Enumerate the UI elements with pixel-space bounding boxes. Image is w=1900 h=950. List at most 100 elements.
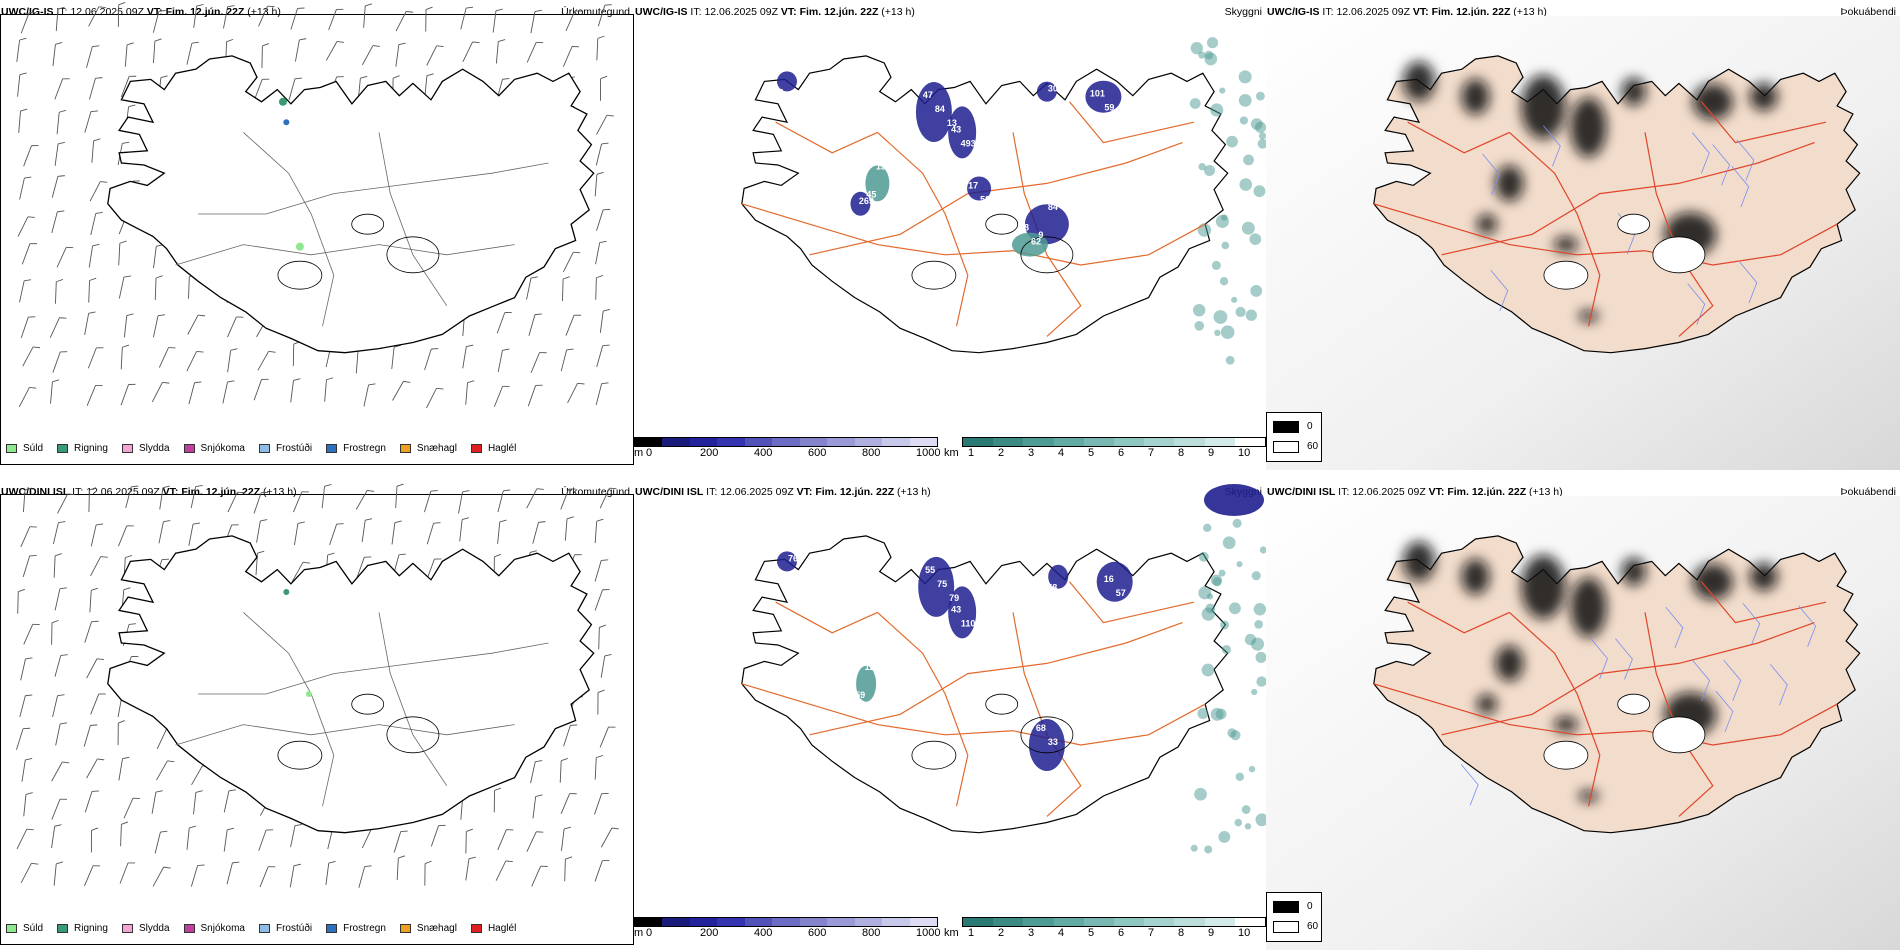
ceiling-value-label: 9 bbox=[978, 590, 983, 600]
cloud-cell bbox=[1255, 651, 1266, 663]
colorbar-segment bbox=[635, 918, 663, 926]
colorbar-segment bbox=[1023, 438, 1054, 446]
cloud-cell bbox=[1243, 154, 1254, 166]
ceiling-tick: 0 bbox=[646, 447, 653, 459]
wind-barb bbox=[53, 863, 57, 886]
cloud-cell bbox=[1254, 620, 1264, 629]
river-line bbox=[1692, 659, 1710, 702]
wind-barb bbox=[118, 525, 128, 547]
colorbar-segment bbox=[993, 438, 1024, 446]
ceiling-tick: 200 bbox=[700, 927, 719, 939]
fog-map-top bbox=[1266, 16, 1900, 470]
precip-blob-drizzle bbox=[295, 242, 304, 251]
wind-barb-flag bbox=[262, 43, 270, 47]
cloud-cell bbox=[915, 82, 952, 142]
wind-barb bbox=[321, 486, 326, 509]
fog-patch bbox=[1621, 557, 1646, 586]
legend-label: Frostúði bbox=[275, 923, 313, 934]
wind-barb bbox=[324, 379, 327, 402]
wind-barb-flag bbox=[126, 313, 134, 317]
cloud-cell bbox=[948, 586, 977, 639]
road-line bbox=[198, 642, 549, 695]
cloud-cell bbox=[1085, 80, 1122, 113]
cloud-cell bbox=[1254, 121, 1266, 133]
wind-barb-flag bbox=[155, 790, 163, 793]
wind-barb bbox=[188, 382, 195, 405]
wind-barb bbox=[156, 760, 168, 781]
wind-barb bbox=[51, 176, 59, 198]
wind-barb bbox=[151, 382, 163, 403]
wind-barb bbox=[55, 723, 61, 746]
wind-barb bbox=[363, 5, 366, 28]
ceiling-value-label: 76 bbox=[788, 553, 798, 563]
visibility-tick: 9 bbox=[1208, 447, 1215, 459]
wind-barb-flag bbox=[122, 756, 130, 760]
legend-swatch bbox=[121, 444, 133, 453]
wind-barb-flag bbox=[19, 72, 27, 76]
cloud-cell bbox=[1215, 214, 1229, 228]
wind-barb bbox=[560, 349, 568, 372]
river-line bbox=[1482, 153, 1500, 195]
wind-barb-flag bbox=[563, 826, 571, 830]
wind-barb bbox=[18, 110, 21, 133]
wind-barb-flag bbox=[24, 487, 32, 491]
ceiling-value-label: 136 bbox=[876, 161, 891, 171]
wind-barb bbox=[290, 380, 294, 403]
wind-barb bbox=[596, 345, 604, 367]
wind-barb bbox=[496, 312, 506, 334]
wind-barb-flag bbox=[426, 73, 434, 77]
ceiling-value-label: 493 bbox=[961, 138, 976, 148]
wind-barb bbox=[563, 251, 574, 273]
ceiling-value-label: 79 bbox=[949, 593, 959, 603]
cloud-cell bbox=[1230, 730, 1241, 741]
wind-barb-flag bbox=[89, 277, 97, 281]
ceiling-value-label: 13 bbox=[879, 676, 889, 686]
vt-value: Fim. 12.jún. 22Z bbox=[1431, 6, 1511, 18]
wind-barb bbox=[84, 313, 90, 336]
wind-barb bbox=[361, 828, 373, 849]
wind-barb-flag bbox=[562, 276, 570, 280]
wind-barb-flag bbox=[392, 75, 400, 79]
wind-barb bbox=[596, 209, 604, 231]
road-network bbox=[741, 581, 1206, 817]
wind-barb-flag bbox=[293, 378, 301, 381]
glacier-outline bbox=[1020, 716, 1074, 754]
wind-barb bbox=[426, 523, 435, 545]
wind-barb bbox=[495, 41, 499, 64]
wind-barb-flag bbox=[396, 483, 404, 487]
wind-barb-flag bbox=[596, 274, 604, 279]
wind-barb-flag bbox=[123, 275, 131, 278]
wind-barb bbox=[120, 824, 122, 847]
cloud-ceiling-cells bbox=[777, 551, 1133, 771]
wind-barb bbox=[226, 862, 233, 885]
wind-barb bbox=[497, 490, 504, 513]
cloud-cell bbox=[777, 71, 797, 92]
wind-barb-flag bbox=[51, 619, 59, 624]
wind-barb-flag bbox=[228, 789, 236, 792]
wind-barb-flag bbox=[197, 864, 205, 866]
wind-barb-flag bbox=[398, 42, 406, 46]
wind-barb bbox=[154, 277, 157, 301]
wind-barb bbox=[497, 521, 501, 544]
it-value: 12.06.2025 09Z bbox=[86, 486, 160, 498]
wind-barb bbox=[393, 831, 402, 853]
wind-barb bbox=[54, 78, 64, 100]
wind-barb-flag bbox=[95, 77, 103, 79]
it-label: IT: bbox=[56, 6, 68, 18]
ceiling-value-label: 68 bbox=[1036, 723, 1046, 733]
legend-label: Snæhagl bbox=[416, 923, 457, 934]
wind-barb-flag bbox=[430, 490, 438, 492]
cloud-cell bbox=[1251, 688, 1258, 696]
cloud-cell bbox=[1251, 571, 1261, 581]
visibility-tick: 4 bbox=[1058, 927, 1065, 939]
ceiling-value-label: 75 bbox=[937, 579, 947, 589]
wind-barb-flag bbox=[600, 75, 608, 80]
legend-label: Frostúði bbox=[275, 443, 313, 454]
wind-barb bbox=[55, 281, 57, 304]
precip-map-bottom bbox=[16, 483, 619, 888]
wind-barb-flag bbox=[118, 1, 126, 6]
wind-barb-flag bbox=[56, 279, 64, 283]
ceiling-value-label: 45 bbox=[866, 189, 876, 199]
wind-barb bbox=[120, 76, 130, 98]
wind-barb bbox=[396, 858, 399, 881]
